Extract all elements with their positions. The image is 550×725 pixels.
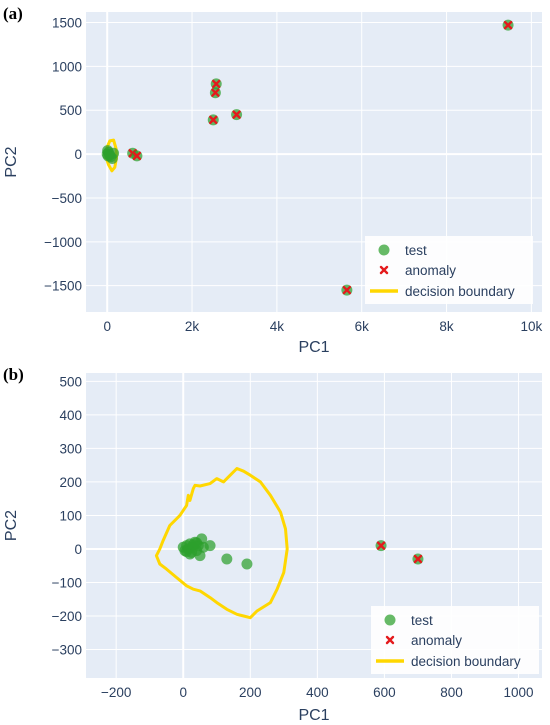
anomaly-point-x <box>132 151 142 161</box>
legend-boundary-label: decision boundary <box>411 654 521 669</box>
y-tick-label: −500 <box>52 191 82 206</box>
anomaly-point <box>210 78 222 90</box>
y-tick-label: 500 <box>59 103 82 118</box>
chart-panel-a: (a) 0 2k 4k 6k 8k 10k −1500 −1000 −500 0 500 1000 150… <box>3 4 543 356</box>
legend-anomaly-marker <box>379 265 389 275</box>
y-axis-title: PC2 <box>3 510 20 541</box>
y-tick-label: −1500 <box>44 279 82 294</box>
panel-label: (a) <box>3 4 23 23</box>
x-tick-label: 4k <box>270 319 285 334</box>
y-tick-label: −100 <box>52 575 82 590</box>
test-point <box>181 546 193 558</box>
anomaly-point <box>207 114 219 126</box>
y-tick-label: 200 <box>59 475 82 490</box>
anomaly-point-x <box>376 541 386 550</box>
x-tick-label: −200 <box>101 685 131 700</box>
legend-anomaly-label: anomaly <box>411 633 462 648</box>
y-tick-label: 300 <box>59 441 82 456</box>
anomaly-point-x <box>212 79 221 89</box>
y-tick-label: −300 <box>52 643 82 658</box>
y-tick-label: 400 <box>59 408 82 423</box>
x-tick-label: 600 <box>373 685 396 700</box>
x-axis-title: PC1 <box>298 339 329 356</box>
y-tick-label: 0 <box>74 542 82 557</box>
legend-test-marker <box>378 244 390 256</box>
y-axis-title: PC2 <box>3 146 20 177</box>
decision-boundary-line <box>154 467 289 620</box>
anomaly-point-x <box>342 285 352 295</box>
anomaly-point <box>131 150 143 162</box>
legend: test anomaly decision boundary <box>365 236 533 304</box>
legend-anomaly-label: anomaly <box>405 263 456 278</box>
y-tick-label: −200 <box>52 609 82 624</box>
y-tick-label: 500 <box>59 374 82 389</box>
y-tick-label: 1500 <box>52 16 82 31</box>
legend-test-marker <box>384 614 396 626</box>
test-point <box>194 550 206 562</box>
anomaly-point <box>502 19 514 31</box>
x-tick-label: 400 <box>306 685 329 700</box>
test-point <box>221 553 233 565</box>
x-tick-label: 800 <box>440 685 463 700</box>
chart-panel-b: (b) −200 0 200 400 600 800 1000 −300 −200 −100 0 100… <box>3 365 542 724</box>
anomaly-point <box>412 553 424 565</box>
x-tick-label: 1000 <box>504 685 534 700</box>
x-tick-label: 10k <box>521 319 543 334</box>
y-tick-label: −1000 <box>44 235 82 250</box>
test-point <box>102 150 114 162</box>
data-layer <box>154 467 424 620</box>
x-tick-label: 0 <box>179 685 187 700</box>
legend-test-label: test <box>405 243 427 258</box>
anomaly-point-x <box>232 110 241 119</box>
data-layer <box>101 19 514 296</box>
anomaly-point <box>209 87 221 99</box>
anomaly-point <box>341 284 353 296</box>
anomaly-point <box>375 540 387 552</box>
y-tick-label: 0 <box>74 147 82 162</box>
x-tick-label: 200 <box>239 685 262 700</box>
anomaly-point-x <box>413 554 423 564</box>
test-point <box>204 540 216 552</box>
anomaly-point-x <box>503 20 513 30</box>
y-tick-label: 100 <box>59 508 82 523</box>
legend-boundary-label: decision boundary <box>405 284 515 299</box>
x-tick-label: 8k <box>439 319 454 334</box>
anomaly-point <box>231 109 243 121</box>
y-tick-label: 1000 <box>52 59 82 74</box>
x-tick-label: 6k <box>355 319 370 334</box>
anomaly-point-x <box>211 88 220 97</box>
legend-anomaly-marker <box>385 635 395 645</box>
x-axis-title: PC1 <box>298 707 329 724</box>
legend-test-label: test <box>411 613 433 628</box>
panel-label: (b) <box>3 365 24 384</box>
legend: test anomaly decision boundary <box>371 606 539 674</box>
anomaly-point-x <box>209 115 218 125</box>
x-tick-label: 0 <box>103 319 111 334</box>
gridlines <box>86 12 542 312</box>
x-tick-label: 2k <box>185 319 200 334</box>
test-point <box>241 558 253 570</box>
